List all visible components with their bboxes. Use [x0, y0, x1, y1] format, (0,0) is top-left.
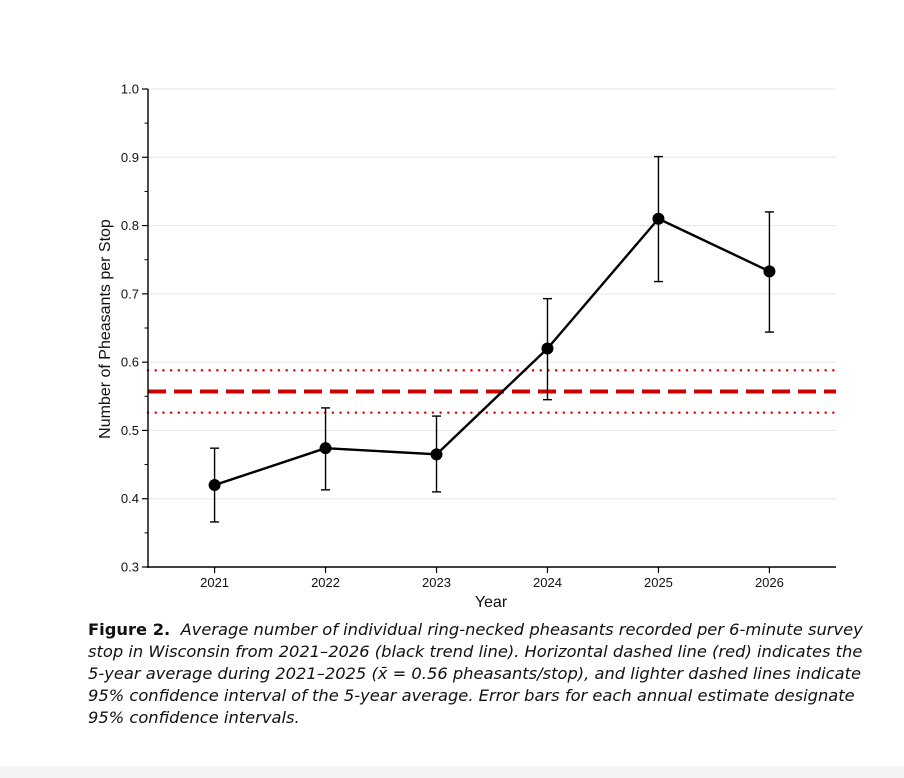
- x-tick-label: 2022: [311, 575, 340, 590]
- data-point: [763, 265, 776, 278]
- pheasant-chart: 0.3 0.4 0.5 0.6 0.7 0.8 0.9 1.0 2021 2022 2023 2024…: [97, 82, 838, 611]
- axes: 0.3 0.4 0.5 0.6 0.7 0.8 0.9 1.0 2021 2022 2023 2024…: [121, 82, 836, 590]
- series-layer: [208, 155, 776, 523]
- x-tick-label: 2025: [644, 575, 673, 590]
- x-tick-label: 2021: [200, 575, 229, 590]
- figure-caption-text: Average number of individual ring-necked…: [88, 620, 863, 727]
- x-tick-label: 2023: [422, 575, 451, 590]
- figure-caption-label: Figure 2.: [88, 620, 171, 639]
- grid-lines: [148, 88, 836, 568]
- page-bottom-strip: [0, 766, 904, 778]
- data-point: [652, 212, 665, 225]
- x-tick-label: 2024: [533, 575, 562, 590]
- x-tick-label: 2026: [755, 575, 784, 590]
- data-point: [319, 442, 332, 455]
- figure-caption: Figure 2. Average number of individual r…: [88, 619, 878, 729]
- y-tick-label: 0.9: [121, 150, 139, 165]
- y-tick-label: 0.8: [121, 218, 139, 233]
- data-point: [208, 479, 221, 492]
- data-point: [430, 448, 443, 461]
- x-axis-title: Year: [475, 594, 508, 611]
- y-tick-label: 0.3: [121, 560, 139, 575]
- reference-lines: [146, 369, 838, 414]
- y-axis-title: Number of Pheasants per Stop: [97, 219, 114, 439]
- y-tick-label: 1.0: [121, 82, 139, 97]
- data-point: [541, 342, 554, 355]
- trend-line: [214, 217, 770, 487]
- y-tick-label: 0.6: [121, 355, 139, 370]
- y-tick-label: 0.4: [121, 491, 139, 506]
- y-tick-label: 0.7: [121, 286, 139, 301]
- y-tick-label: 0.5: [121, 423, 139, 438]
